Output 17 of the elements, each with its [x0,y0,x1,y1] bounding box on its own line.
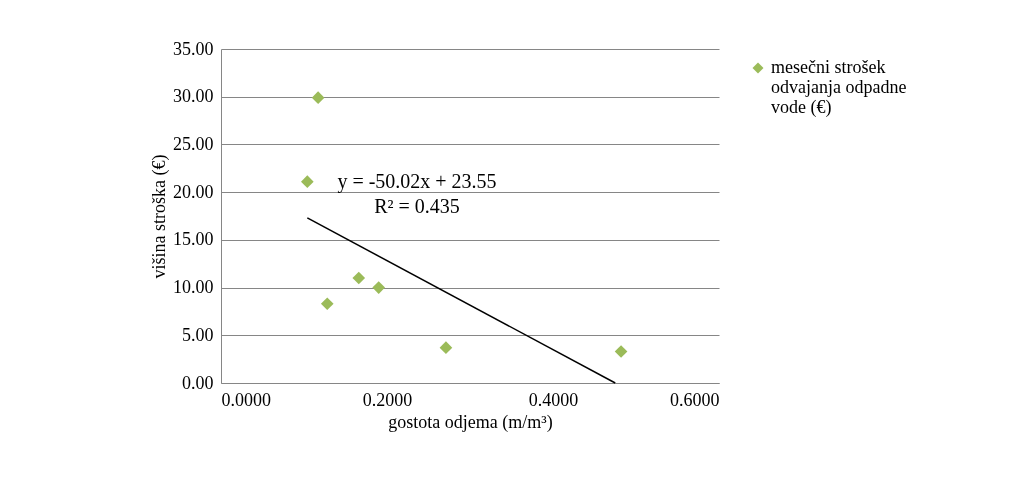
x-tick-label: 0.4000 [528,389,579,410]
y-tick-label: 10.00 [173,277,214,298]
annotation: y = -50.02x + 23.55 [337,170,497,193]
y-tick-label: 30.00 [173,86,214,107]
y-axis-title: višina stroška (€) [149,154,170,279]
legend-label: mesečni strošek odvajanja odpadne vode (€) [771,57,907,118]
x-tick-label: 0.2000 [362,389,413,410]
y-tick-label: 35.00 [173,38,214,59]
x-axis-title: gostota odjema (m/m³) [388,411,553,433]
y-tick-label: 25.00 [173,133,214,154]
annotation: R² = 0.435 [374,195,460,217]
y-tick-label: 0.00 [182,372,214,393]
y-tick-label: 15.00 [173,229,214,250]
y-tick-label: 20.00 [173,181,214,202]
x-tick-label: 0.0000 [221,389,271,410]
x-tick-label: 0.6000 [670,389,720,410]
y-tick-label: 5.00 [182,324,214,345]
